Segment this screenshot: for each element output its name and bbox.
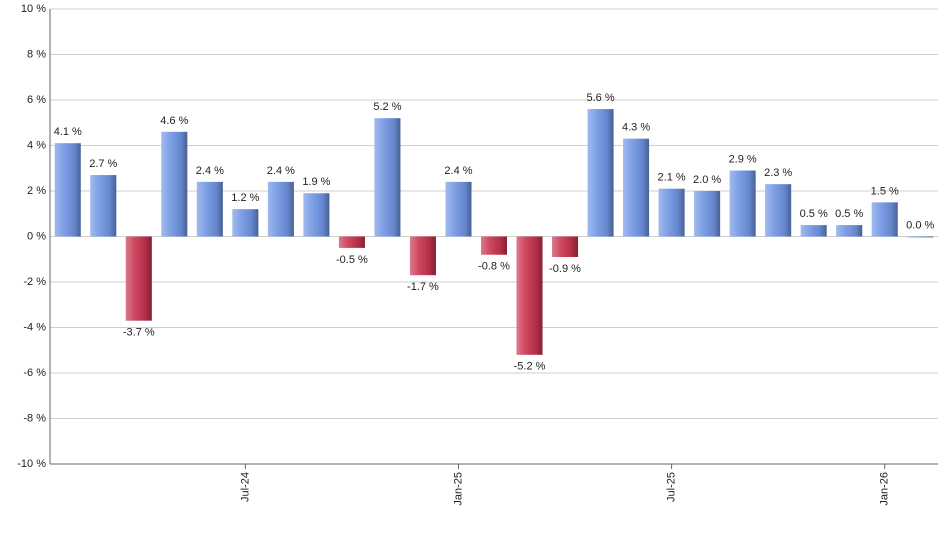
- bar-shade: [54, 143, 81, 237]
- value-label: 2.4 %: [267, 165, 295, 177]
- value-label: 2.4 %: [444, 165, 472, 177]
- y-tick-label: 8 %: [27, 48, 46, 60]
- value-label: 4.3 %: [622, 122, 650, 134]
- value-label: 1.2 %: [231, 192, 259, 204]
- bar-shade: [445, 181, 472, 237]
- value-label: -0.8 %: [478, 261, 510, 273]
- bar-shade: [481, 236, 507, 255]
- bar-shade: [125, 236, 152, 321]
- value-label: 2.0 %: [693, 174, 721, 186]
- bar-shade: [516, 236, 543, 355]
- bar-shade: [338, 236, 365, 248]
- x-tick-label: Jul-24: [239, 472, 251, 502]
- bar-shade: [161, 131, 188, 237]
- value-label: 5.6 %: [586, 92, 614, 104]
- bar-shade: [800, 225, 827, 237]
- value-label: 2.4 %: [196, 165, 224, 177]
- x-tick-label: Jan-25: [452, 472, 464, 506]
- value-label: 2.3 %: [764, 167, 792, 179]
- y-tick-label: -4 %: [23, 321, 46, 333]
- value-label: 1.9 %: [302, 176, 330, 188]
- bar-shade: [374, 118, 401, 237]
- value-label: 4.1 %: [54, 126, 82, 138]
- x-tick-label: Jul-25: [666, 472, 678, 502]
- value-label: 4.6 %: [160, 115, 188, 127]
- bar-shade: [623, 138, 650, 237]
- value-label: 0.5 %: [835, 208, 863, 220]
- y-tick-label: 0 %: [27, 230, 46, 242]
- value-label: -3.7 %: [123, 327, 155, 339]
- y-tick-label: 6 %: [27, 94, 46, 106]
- y-tick-label: 2 %: [27, 185, 46, 197]
- y-tick-label: -2 %: [23, 276, 46, 288]
- value-label: 5.2 %: [373, 101, 401, 113]
- bar-shade: [871, 202, 898, 237]
- bar-shade: [587, 109, 614, 237]
- value-label: 2.1 %: [658, 172, 686, 184]
- bar-shade: [409, 236, 436, 276]
- bar-shade: [267, 181, 294, 237]
- bar-shade: [303, 193, 330, 237]
- value-label: 2.7 %: [89, 158, 117, 170]
- bar-shade: [90, 175, 117, 237]
- y-tick-label: 4 %: [27, 139, 46, 151]
- value-label: -0.9 %: [549, 263, 581, 275]
- value-label: 2.9 %: [729, 153, 757, 165]
- value-label: 1.5 %: [871, 185, 899, 197]
- bar-shade: [552, 236, 579, 257]
- value-label: -1.7 %: [407, 281, 439, 293]
- bar-shade: [765, 184, 792, 237]
- bar-shade: [694, 191, 721, 237]
- x-tick-label: Jan-26: [879, 472, 891, 506]
- bar-shade: [196, 181, 223, 237]
- bar-shade: [836, 225, 863, 237]
- bar-shade: [729, 170, 756, 237]
- bar-shade: [232, 209, 259, 237]
- bar-shade: [907, 236, 934, 238]
- y-tick-label: -6 %: [23, 367, 46, 379]
- y-tick-label: -10 %: [17, 458, 46, 470]
- value-label: -0.5 %: [336, 254, 368, 266]
- bar-shade: [658, 188, 685, 237]
- y-tick-label: -8 %: [23, 412, 46, 424]
- value-label: 0.0 %: [906, 219, 934, 231]
- y-tick-label: 10 %: [21, 3, 46, 15]
- value-label: 0.5 %: [800, 208, 828, 220]
- value-label: -5.2 %: [514, 361, 546, 373]
